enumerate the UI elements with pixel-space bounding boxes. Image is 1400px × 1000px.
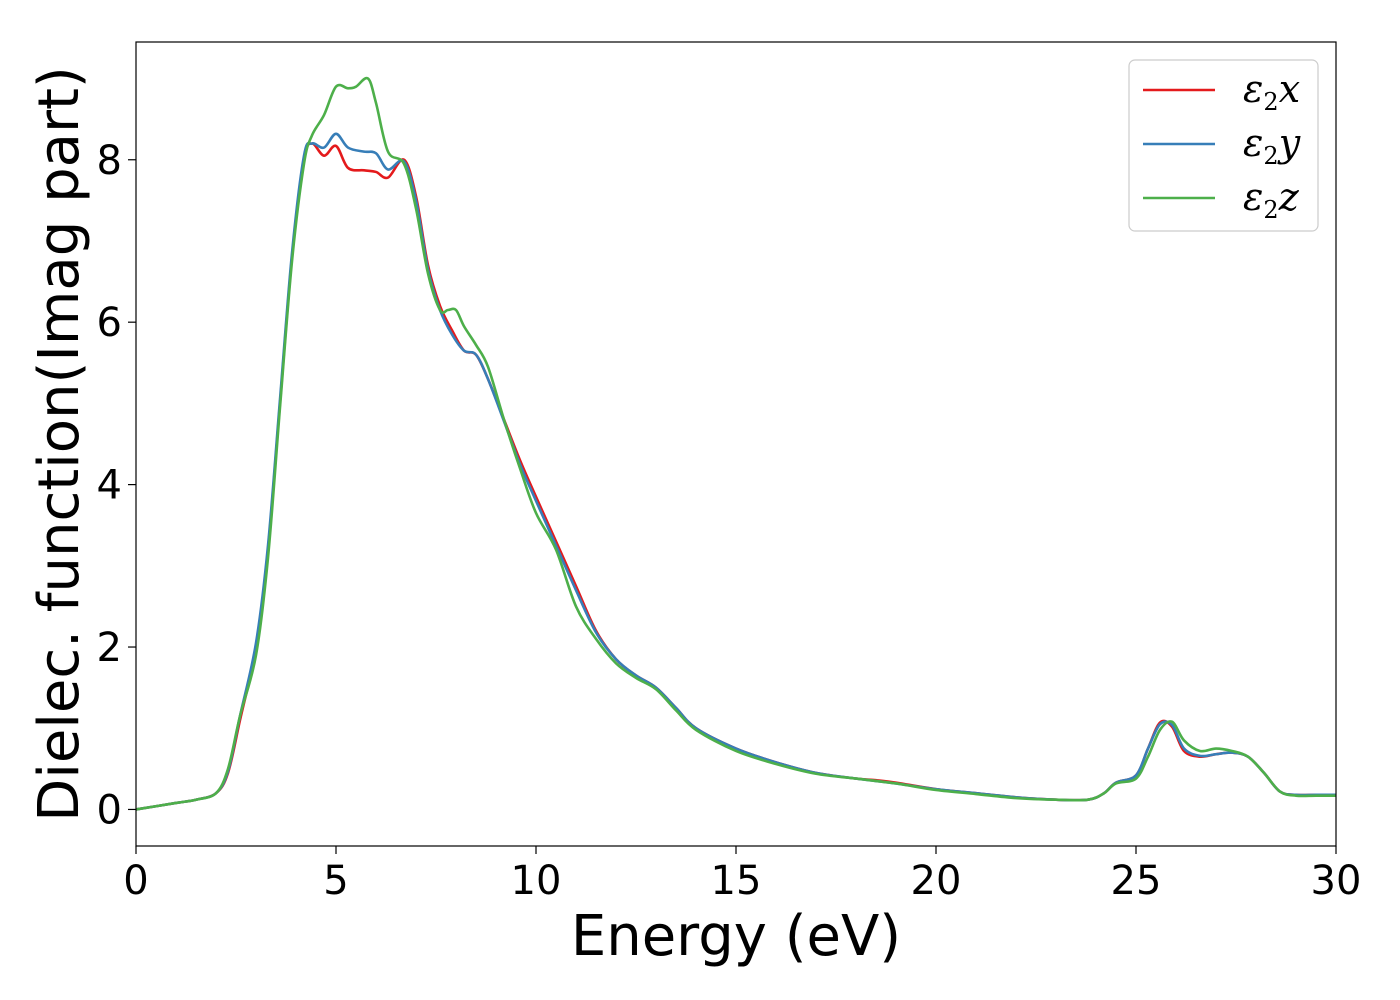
x-tick-label: 5 bbox=[323, 858, 348, 904]
y-tick-label: 4 bbox=[97, 463, 122, 509]
y-tick-label: 6 bbox=[97, 300, 122, 346]
x-tick-label: 0 bbox=[123, 858, 148, 904]
legend-box bbox=[1128, 59, 1319, 232]
series-layer bbox=[135, 76, 1336, 811]
x-tick-label: 25 bbox=[1111, 858, 1162, 904]
x-axis-ticks: 0 5 10 15 20 25 30 bbox=[123, 846, 1361, 904]
legend-label-y: ε2y bbox=[1243, 121, 1301, 170]
y-tick-label: 2 bbox=[97, 625, 122, 671]
x-tick-label: 20 bbox=[911, 858, 962, 904]
y-tick-label: 8 bbox=[97, 138, 122, 184]
legend-label-z: ε2z bbox=[1243, 175, 1300, 224]
x-tick-label: 30 bbox=[1311, 858, 1362, 904]
x-axis-title: Energy (eV) bbox=[571, 904, 901, 969]
series-line-z bbox=[135, 76, 1336, 811]
y-axis-title: Dielec. function(Imag part) bbox=[27, 66, 92, 822]
y-tick-label: 0 bbox=[97, 787, 122, 833]
legend: ε2x ε2y ε2z bbox=[1128, 59, 1319, 232]
y-axis-ticks: 0 2 4 6 8 bbox=[97, 138, 136, 833]
x-tick-label: 10 bbox=[511, 858, 562, 904]
x-tick-label: 15 bbox=[711, 858, 762, 904]
legend-label-x: ε2x bbox=[1243, 67, 1300, 116]
plot-frame bbox=[135, 41, 1337, 847]
